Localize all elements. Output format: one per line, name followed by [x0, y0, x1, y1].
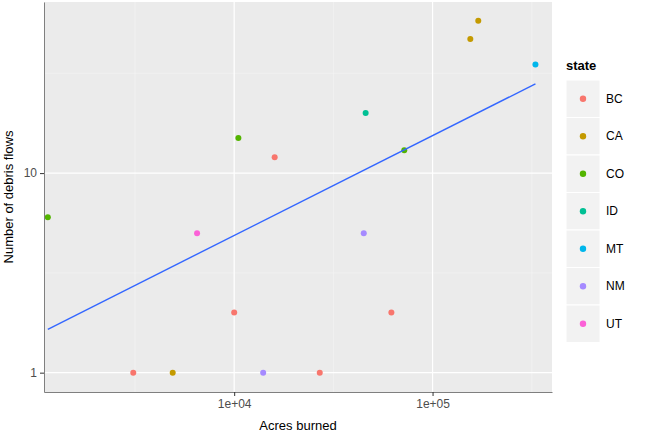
legend-label: CO: [606, 167, 624, 181]
point: [532, 62, 538, 68]
minor-grid-line: [44, 272, 552, 273]
y-tick: 1: [30, 366, 44, 380]
legend-label: BC: [606, 92, 623, 106]
minor-grid-line: [134, 2, 135, 392]
trend-line: [48, 84, 536, 329]
y-tick-label: 10: [24, 166, 38, 180]
legend-symbol: [580, 171, 586, 177]
x-axis-title: Acres burned: [259, 418, 336, 433]
point: [388, 310, 394, 316]
y-grid-line: [44, 172, 552, 173]
legend-symbol: [580, 133, 586, 139]
x-tick: 1e+05: [416, 392, 450, 411]
minor-grid-line: [44, 73, 552, 74]
legend-entry: NM: [566, 268, 625, 306]
point: [130, 370, 136, 376]
legend-entry: ID: [566, 193, 618, 231]
legend-label: UT: [606, 317, 623, 331]
x-tick-label: 1e+05: [416, 397, 450, 411]
point: [260, 370, 266, 376]
point: [272, 154, 278, 160]
point: [194, 230, 200, 236]
legend-symbol: [580, 321, 586, 327]
series: [130, 154, 394, 375]
series: [194, 230, 200, 236]
panel-background: [44, 2, 552, 392]
x-grid-line: [432, 2, 433, 392]
series: [363, 110, 369, 116]
legend-symbol: [580, 283, 586, 289]
legend-key: [566, 230, 600, 268]
y-tick-mark: [40, 173, 44, 174]
legend-symbol: [580, 208, 586, 214]
legend-key: [566, 118, 600, 156]
legend-entry: MT: [566, 230, 624, 268]
y-axis: 1 10: [24, 3, 45, 393]
legend-symbol: [580, 96, 586, 102]
legend-key: [566, 80, 600, 118]
legend-entry: CA: [566, 118, 623, 156]
y-axis-line: [44, 3, 45, 393]
point: [475, 18, 481, 24]
legend-key: [566, 305, 600, 343]
x-grid-line: [234, 2, 235, 392]
legend: state BC CA CO ID MT NM UT: [566, 58, 625, 343]
y-tick-mark: [40, 373, 44, 374]
x-axis-line: [45, 392, 553, 393]
x-tick-mark: [433, 392, 434, 396]
y-tick: 10: [24, 166, 44, 180]
x-tick: 1e+04: [218, 392, 252, 411]
minor-grid-line: [333, 2, 334, 392]
legend-entry: CO: [566, 155, 624, 193]
y-grid-line: [44, 372, 552, 373]
y-axis-title: Number of debris flows: [1, 130, 16, 263]
legend-label: MT: [606, 242, 624, 256]
y-tick-label: 1: [30, 366, 37, 380]
series: [532, 62, 538, 68]
point: [363, 110, 369, 116]
point: [467, 36, 473, 42]
legend-entry: UT: [566, 305, 623, 343]
minor-grid-line: [531, 2, 532, 392]
x-tick-label: 1e+04: [218, 397, 252, 411]
series: [170, 18, 482, 376]
point: [45, 214, 51, 220]
grid: [44, 2, 552, 392]
legend-title: state: [566, 58, 596, 73]
data-layer: [45, 18, 539, 376]
chart: 1e+04 1e+05 1 10 Acres burned Number of debri…: [0, 0, 656, 440]
series: [45, 135, 407, 220]
x-tick-mark: [234, 392, 235, 396]
legend-label: CA: [606, 129, 623, 143]
point: [170, 370, 176, 376]
legend-key: [566, 193, 600, 231]
legend-entry: BC: [566, 80, 623, 118]
legend-key: [566, 268, 600, 306]
point: [235, 135, 241, 141]
series: [260, 230, 367, 375]
point: [317, 370, 323, 376]
legend-key: [566, 155, 600, 193]
x-axis: 1e+04 1e+05: [45, 392, 553, 411]
legend-label: ID: [606, 204, 618, 218]
legend-symbol: [580, 246, 586, 252]
plot: 1e+04 1e+05 1 10: [24, 2, 553, 411]
point: [361, 230, 367, 236]
legend-label: NM: [606, 279, 625, 293]
point: [231, 310, 237, 316]
